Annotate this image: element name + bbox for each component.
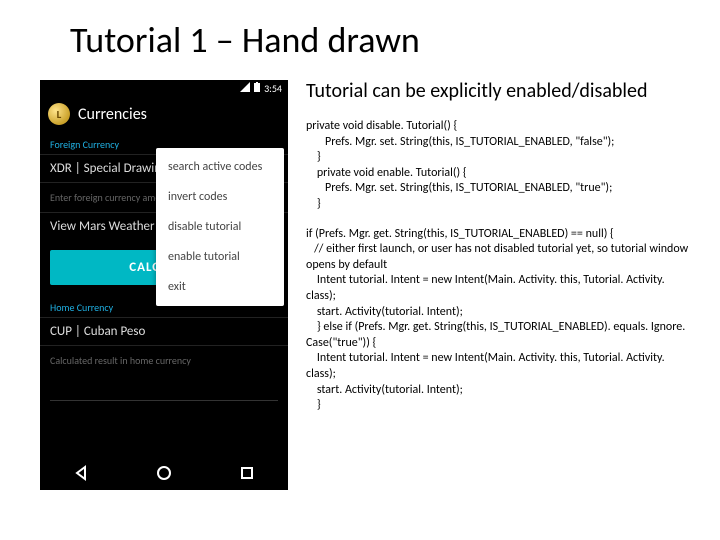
app-icon: L [48, 103, 70, 125]
menu-item-search-codes[interactable]: search active codes [156, 152, 284, 182]
phone-mock: 3:54 L Currencies search active codes in… [40, 80, 288, 490]
home-icon[interactable] [156, 465, 172, 481]
code-block-2: if (Prefs. Mgr. get. String(this, IS_TUT… [306, 227, 690, 414]
android-nav-bar [40, 456, 288, 490]
recent-icon[interactable] [239, 465, 255, 481]
app-bar: L Currencies [40, 96, 288, 132]
result-input[interactable] [50, 379, 278, 401]
menu-item-enable-tutorial[interactable]: enable tutorial [156, 242, 284, 272]
status-bar: 3:54 [40, 80, 288, 96]
overflow-menu: search active codes invert codes disable… [156, 148, 284, 306]
signal-icon [240, 82, 250, 95]
battery-icon [253, 82, 261, 95]
code-block-1: private void disable. Tutorial() { Prefs… [306, 119, 690, 213]
menu-item-disable-tutorial[interactable]: disable tutorial [156, 212, 284, 242]
menu-item-exit[interactable]: exit [156, 272, 284, 302]
menu-item-invert-codes[interactable]: invert codes [156, 182, 284, 212]
row-cup[interactable]: CUP | Cuban Peso [40, 317, 288, 345]
slide-title: Tutorial 1 – Hand drawn [0, 0, 720, 62]
status-time: 3:54 [264, 82, 282, 95]
back-icon[interactable] [73, 465, 89, 481]
app-title: Currencies [78, 105, 147, 124]
row-calc-result: Calculated result in home currency [40, 345, 288, 375]
slide-subtitle: Tutorial can be explicitly enabled/disab… [306, 80, 690, 103]
